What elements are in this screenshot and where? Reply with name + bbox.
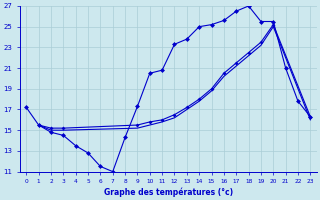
X-axis label: Graphe des températures (°c): Graphe des températures (°c) <box>104 187 233 197</box>
